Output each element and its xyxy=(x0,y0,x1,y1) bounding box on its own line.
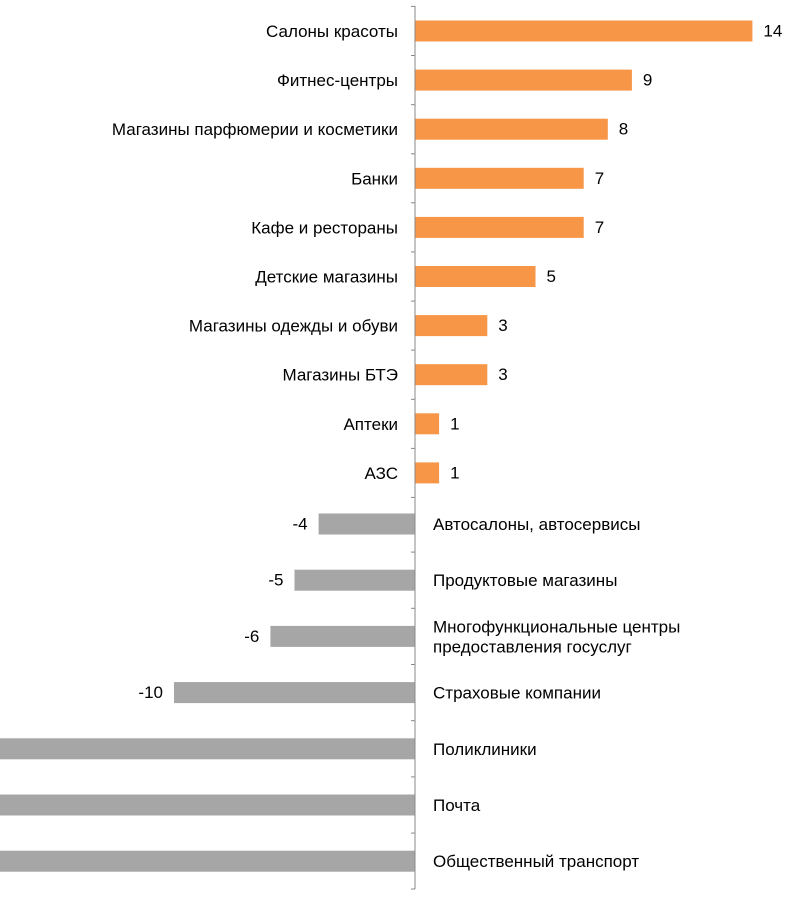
data-label: 7 xyxy=(595,218,604,237)
data-label: -5 xyxy=(268,571,283,590)
bar-1 xyxy=(415,20,753,42)
category-label: Общественный транспорт xyxy=(433,852,639,871)
category-label-line: Детские магазины xyxy=(255,267,398,286)
data-label: -6 xyxy=(244,627,259,646)
category-label-line: Магазины одежды и обуви xyxy=(189,316,398,335)
category-label-line: Многофункциональные центры xyxy=(433,617,680,636)
bar-3 xyxy=(415,118,608,140)
category-label: Магазины парфюмерии и косметики xyxy=(112,120,398,139)
category-label-line: Магазины парфюмерии и косметики xyxy=(112,120,398,139)
bar-14 xyxy=(174,682,415,704)
bar-7 xyxy=(415,315,488,337)
category-label-line: Фитнес-центры xyxy=(277,71,398,90)
category-label-line: Почта xyxy=(433,796,481,815)
category-label-line: Аптеки xyxy=(343,414,398,433)
category-label: Салоны красоты xyxy=(266,22,398,41)
data-label: 3 xyxy=(498,365,507,384)
bars-group xyxy=(0,20,753,872)
data-label: 1 xyxy=(450,414,459,433)
category-label-line: Магазины БТЭ xyxy=(282,365,398,384)
category-label: Аптеки xyxy=(343,414,398,433)
category-label: Многофункциональные центры предоставления… xyxy=(433,617,680,656)
data-label: -10 xyxy=(138,683,163,702)
category-label: Фитнес-центры xyxy=(277,71,398,90)
category-label-line: Страховые компании xyxy=(433,683,601,702)
category-label: Продуктовые магазины xyxy=(433,571,617,590)
axis-group xyxy=(411,5,416,890)
bar-17 xyxy=(0,850,415,872)
data-label: 14 xyxy=(763,22,782,41)
bar-9 xyxy=(415,413,440,435)
data-label: 9 xyxy=(643,71,652,90)
category-label-line: Банки xyxy=(351,169,398,188)
bar-2 xyxy=(415,69,632,91)
data-label: 7 xyxy=(595,169,604,188)
bar-11 xyxy=(318,513,415,535)
data-label: 5 xyxy=(547,267,556,286)
category-label-line: Кафе и рестораны xyxy=(251,218,398,237)
bar-4 xyxy=(415,167,584,189)
category-label: Автосалоны, автосервисы xyxy=(433,515,640,534)
data-label: -4 xyxy=(292,515,307,534)
category-label-line: Автосалоны, автосервисы xyxy=(433,515,640,534)
bar-13 xyxy=(270,625,415,647)
category-label: Банки xyxy=(351,169,398,188)
category-label: Поликлиники xyxy=(433,739,537,758)
category-label-line: Салоны красоты xyxy=(266,22,398,41)
bar-5 xyxy=(415,216,584,238)
category-label-line: предоставления госуслуг xyxy=(433,637,632,656)
bar-10 xyxy=(415,462,440,484)
category-label: Страховые компании xyxy=(433,683,601,702)
data-label: 3 xyxy=(498,316,507,335)
category-label-line: Поликлиники xyxy=(433,739,537,758)
category-label: АЗС xyxy=(364,463,398,482)
category-label: Кафе и рестораны xyxy=(251,218,398,237)
data-label: 8 xyxy=(619,120,628,139)
category-label: Детские магазины xyxy=(255,267,398,286)
category-label-line: Общественный транспорт xyxy=(433,852,639,871)
category-label-line: Продуктовые магазины xyxy=(433,571,617,590)
bar-15 xyxy=(0,738,416,760)
category-label: Магазины одежды и обуви xyxy=(189,316,398,335)
data-label: 1 xyxy=(450,463,459,482)
bar-16 xyxy=(0,794,416,816)
bar-12 xyxy=(294,569,415,591)
bar-8 xyxy=(415,364,488,386)
category-label-line: АЗС xyxy=(364,463,398,482)
category-label: Почта xyxy=(433,796,481,815)
category-label: Магазины БТЭ xyxy=(282,365,398,384)
bar-6 xyxy=(415,266,536,287)
category-labels-group: Салоны красоты Фитнес-центры Магазины парф… xyxy=(112,22,680,871)
